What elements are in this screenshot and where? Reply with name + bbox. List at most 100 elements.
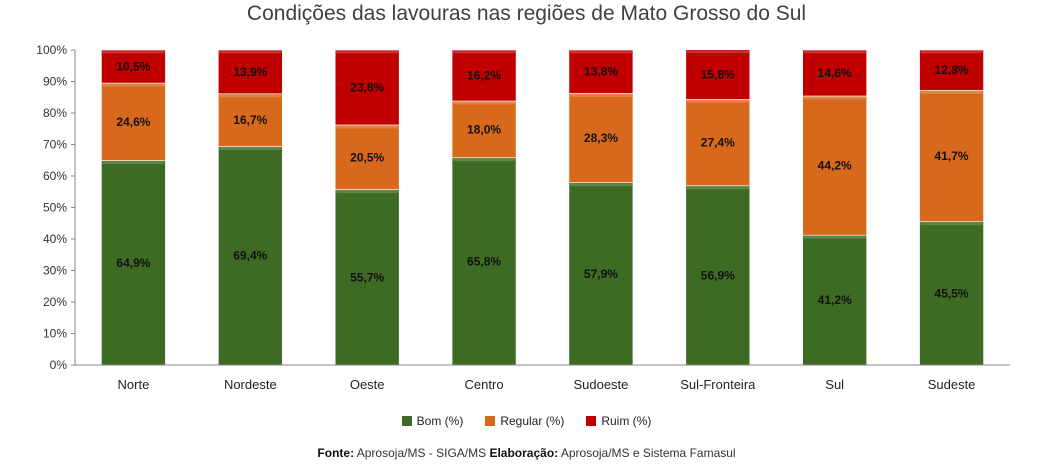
legend-label-bom: Bom (%) (416, 414, 464, 428)
bar-segment-highlight (803, 235, 866, 239)
y-tick-label: 10% (43, 327, 67, 341)
y-tick-label: 100% (36, 43, 67, 57)
legend-swatch-bom (401, 416, 412, 426)
y-tick-label: 30% (43, 264, 67, 278)
y-tick-label: 50% (43, 201, 67, 215)
bar-segment-ruim (218, 49, 283, 95)
data-label-ruim: 14,6% (818, 66, 852, 80)
source-text: Aprosoja/MS - SIGA/MS (356, 446, 487, 460)
bar-segment-highlight (219, 50, 282, 54)
data-label-bom: 64,9% (116, 256, 150, 270)
data-label-ruim: 12,8% (935, 63, 969, 77)
y-tick-label: 0% (50, 358, 68, 372)
data-label-regular: 27,4% (701, 136, 735, 150)
legend-item-ruim: Ruim (%) (586, 414, 651, 428)
data-label-ruim: 10,5% (116, 60, 150, 74)
bar-segment-highlight (569, 50, 632, 54)
bar-segment-highlight (686, 50, 749, 54)
bar-segment-bom (334, 189, 400, 366)
bar-segment-ruim (101, 49, 166, 84)
legend-swatch-ruim (586, 416, 597, 426)
x-tick-label: Sudeste (928, 377, 976, 392)
data-label-bom: 45,5% (935, 286, 969, 300)
data-label-regular: 18,0% (467, 122, 501, 136)
elaboration-label: Elaboração: (489, 446, 559, 460)
chart-title: Condições das lavouras nas regiões de Ma… (246, 2, 807, 25)
data-label-bom: 69,4% (233, 249, 267, 263)
data-label-ruim: 15,8% (701, 68, 735, 82)
legend-label-regular: Regular (%) (500, 414, 565, 428)
x-tick-label: Centro (465, 377, 504, 392)
bar-segment-regular (568, 93, 634, 183)
y-tick-label: 90% (43, 75, 67, 89)
legend-item-bom: Bom (%) (401, 414, 464, 428)
bar-segment-highlight (453, 101, 516, 105)
bar-segment-highlight (102, 161, 165, 165)
bar-segment-bom (568, 182, 634, 366)
bar-segment-highlight (920, 90, 983, 94)
bar-segment-highlight (336, 190, 399, 194)
data-label-regular: 44,2% (818, 159, 852, 173)
y-tick-label: 80% (43, 106, 67, 120)
source-label: Fonte: (317, 446, 355, 460)
bar-segment-highlight (686, 99, 749, 103)
bar-segment-regular (218, 93, 283, 147)
source-note: Fonte: Aprosoja/MS - SIGA/MS Elaboração:… (0, 446, 1053, 460)
bar-segment-highlight (219, 146, 282, 150)
legend-label-ruim: Ruim (%) (601, 414, 652, 428)
x-tick-label: Sul (825, 377, 844, 392)
bar-segment-highlight (920, 222, 983, 226)
bar-segment-regular (685, 99, 751, 187)
bar-segment-regular (919, 90, 984, 222)
x-tick-label: Nordeste (224, 377, 277, 392)
bar-segment-highlight (102, 83, 165, 87)
data-label-bom: 56,9% (701, 268, 735, 282)
elaboration-text: Aprosoja/MS e Sistema Famasul (560, 446, 736, 460)
data-label-regular: 41,7% (935, 149, 969, 163)
bar-segment-bom (451, 157, 517, 366)
bar-segment-highlight (453, 158, 516, 162)
y-axis: 0% 10% 20% 30% 40% 50% 60% 70% 80% 90% 100% (36, 43, 76, 372)
bar-segment-regular (802, 95, 867, 236)
bar-segment-highlight (336, 125, 399, 129)
data-label-bom: 55,7% (350, 270, 384, 284)
bar-segment-regular (334, 124, 400, 190)
x-tick-label: Oeste (350, 377, 385, 392)
data-label-regular: 20,5% (350, 150, 384, 164)
stacked-bar-chart: 0% 10% 20% 30% 40% 50% 60% 70% 80% 90% 100% 64,9% 2… (36, 43, 1010, 392)
x-tick-label: Sudoeste (573, 377, 628, 392)
y-tick-label: 20% (43, 295, 67, 309)
y-tick-label: 40% (43, 232, 67, 246)
bar-segment-bom (919, 221, 984, 366)
bar-segment-highlight (219, 94, 282, 98)
bar-segment-ruim (334, 49, 400, 126)
y-tick-label: 70% (43, 138, 67, 152)
data-label-ruim: 23,8% (350, 80, 384, 94)
x-tick-label: Norte (118, 377, 150, 392)
legend-swatch-regular (485, 416, 496, 426)
bar-segment-highlight (102, 50, 165, 54)
bar-group: 64,9% 24,6% 10,5% 69,4% 16,7% 13,9% 55,7% 20,5%… (101, 49, 984, 366)
data-label-bom: 41,2% (818, 293, 852, 307)
bar-segment-ruim (919, 49, 984, 91)
bar-segment-highlight (569, 183, 632, 187)
data-label-regular: 16,7% (233, 113, 267, 127)
bar-segment-bom (802, 234, 867, 366)
bar-segment-ruim (451, 49, 517, 102)
bar-segment-highlight (803, 96, 866, 100)
data-label-regular: 28,3% (584, 131, 618, 145)
bar-segment-highlight (686, 186, 749, 190)
data-label-ruim: 13,9% (233, 65, 267, 79)
data-label-ruim: 13,8% (584, 65, 618, 79)
bar-segment-ruim (802, 49, 867, 97)
legend-item-regular: Regular (%) (485, 414, 564, 428)
bar-segment-regular (451, 100, 517, 159)
data-label-bom: 57,9% (584, 267, 618, 281)
bar-segment-bom (685, 185, 751, 366)
bar-segment-highlight (453, 50, 516, 54)
bar-segment-highlight (569, 93, 632, 97)
data-label-ruim: 16,2% (467, 69, 501, 83)
bar-segment-highlight (336, 50, 399, 54)
x-axis: Norte Nordeste Oeste Centro Sudoeste Sul-Fron… (75, 364, 1010, 392)
legend: Bom (%) Regular (%) Ruim (%) (0, 414, 1053, 428)
